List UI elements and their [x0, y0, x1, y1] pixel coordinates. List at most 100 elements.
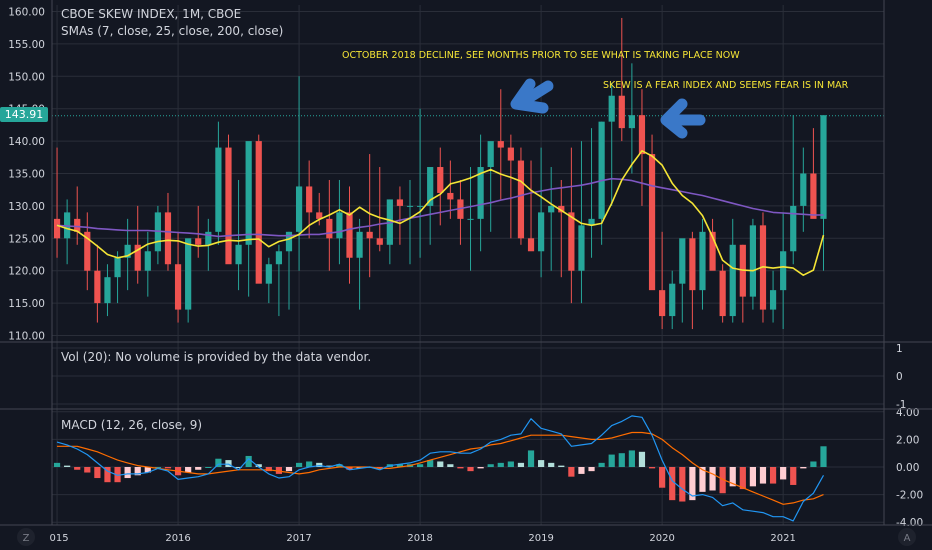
arrow-icon [510, 78, 554, 114]
candle [820, 115, 827, 271]
macd-histogram-bar [265, 467, 272, 472]
candle [588, 128, 595, 258]
volume-tick-label: 0 [896, 371, 903, 383]
macd-histogram-bar [427, 460, 434, 467]
volume-tick-label: -1 [896, 399, 906, 411]
macd-histogram-bar [558, 465, 565, 467]
candle-body [134, 244, 141, 271]
candle-body [810, 173, 817, 219]
candle-body [517, 160, 525, 239]
candle-body [729, 244, 736, 317]
macd-histogram-bar [416, 464, 424, 467]
macd-histogram-bar [275, 467, 283, 474]
candle [245, 141, 252, 297]
candle [790, 115, 797, 265]
candle-body [527, 238, 535, 252]
x-tick-label: 2020 [649, 533, 674, 544]
candle [558, 179, 565, 278]
candle [275, 244, 283, 317]
candle [638, 89, 646, 206]
macd-histogram-bar [790, 467, 797, 485]
candle-body [628, 115, 635, 129]
candle [195, 205, 202, 258]
macd-histogram-bar [336, 464, 343, 467]
candle [427, 167, 434, 245]
settings-z-icon[interactable]: Z [17, 528, 35, 546]
auto-scale-icon[interactable]: A [898, 528, 916, 546]
macd-histogram-bar [104, 467, 111, 483]
candle [628, 63, 635, 174]
arrow-icon [660, 98, 706, 139]
macd-tick-label: -2.00 [896, 490, 923, 502]
candle [336, 179, 343, 265]
macd-histogram-bar [739, 467, 746, 490]
candle-body [648, 154, 656, 291]
candle-body [608, 95, 615, 122]
macd-histogram-bar [709, 467, 716, 491]
candle-body [638, 115, 646, 155]
price-tick-label: 125.00 [8, 233, 45, 245]
candle [769, 270, 777, 323]
candle-body [427, 167, 434, 206]
macd-histogram-bar [608, 454, 615, 467]
macd-histogram-bar [769, 467, 777, 484]
macd-histogram-bar [295, 462, 303, 467]
macd-histogram-bar [457, 467, 464, 469]
sma25-line [56, 177, 824, 238]
candle-body [800, 173, 807, 206]
candle [265, 257, 272, 304]
candle [578, 141, 585, 304]
macd-histogram-bar [74, 467, 81, 470]
candle [366, 154, 373, 278]
candle [416, 108, 424, 258]
macd-histogram-bar [487, 464, 494, 467]
annotation-october-2018: OCTOBER 2018 DECLINE, SEE MONTHS PRIOR T… [342, 50, 740, 61]
candle [326, 179, 333, 271]
macd-histogram-bar [437, 461, 444, 467]
macd-histogram-bar [689, 467, 696, 501]
candle [356, 218, 363, 310]
price-tick-label: 140.00 [8, 136, 45, 148]
candle-body [447, 192, 454, 200]
candle-body [588, 218, 595, 226]
macd-histogram-bar [699, 467, 706, 492]
macd-histogram-bar [376, 467, 383, 469]
last-price-badge: 143.91 [0, 107, 48, 122]
candle-body [114, 257, 121, 278]
macd-histogram-bar [114, 467, 121, 483]
candle [53, 147, 61, 258]
candle [225, 134, 232, 265]
candle [487, 141, 494, 232]
svg-text:A: A [904, 533, 911, 544]
macd-tick-label: 2.00 [896, 434, 919, 446]
candle-body [669, 283, 676, 317]
candle [134, 205, 141, 284]
candle [114, 251, 121, 304]
candle-body [790, 205, 797, 252]
candle-body [538, 212, 545, 252]
macd-histogram-bar [144, 467, 151, 473]
macd-histogram-bar [164, 467, 172, 469]
macd-histogram-bar [53, 462, 61, 467]
candle [285, 231, 293, 310]
candle [84, 212, 91, 291]
macd-tick-label: 4.00 [896, 407, 919, 419]
macd-histogram-bar [185, 467, 192, 473]
candle [780, 212, 787, 330]
candle-body [265, 264, 272, 284]
candle-body [396, 199, 404, 206]
macd-histogram-bar [527, 450, 535, 467]
candle-body [53, 218, 61, 239]
macd-histogram-bar [285, 467, 293, 472]
macd-histogram-bar [396, 464, 404, 467]
candle-body [104, 277, 111, 304]
candle [447, 160, 454, 219]
candle [437, 147, 444, 226]
candle [719, 264, 726, 323]
price-tick-label: 120.00 [8, 266, 45, 278]
sma7-line [56, 150, 825, 277]
candle [800, 147, 807, 232]
candle [215, 121, 222, 245]
candle-body [215, 147, 222, 232]
